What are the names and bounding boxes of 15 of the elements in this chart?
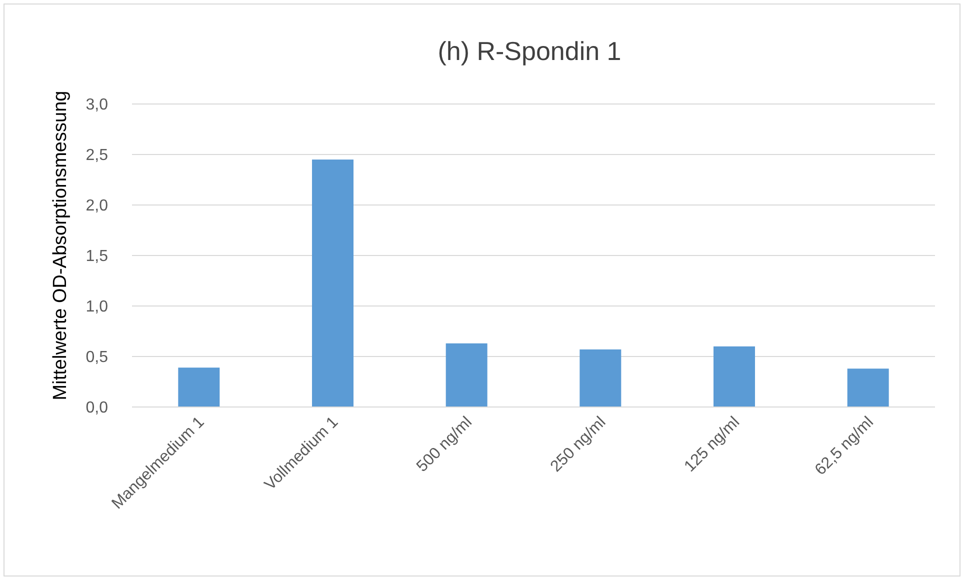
y-tick-label: 1,5 [86,248,108,266]
y-tick-label: 3,0 [86,96,108,114]
chart-title: (h) R-Spondin 1 [438,36,622,66]
y-tick-label: 1,0 [86,298,108,316]
y-tick-label: 0,5 [86,349,108,366]
bar [580,349,622,407]
y-tick-label: 0,0 [86,400,108,417]
bar [446,343,488,407]
y-tick-label: 2,5 [86,147,108,164]
y-axis-title: Mittelwerte OD-Absorptionsmessung [50,90,71,400]
y-tick-label: 2,0 [86,198,108,215]
bar [178,368,220,407]
bar [714,346,755,407]
bar [847,368,889,407]
bar [312,160,354,407]
